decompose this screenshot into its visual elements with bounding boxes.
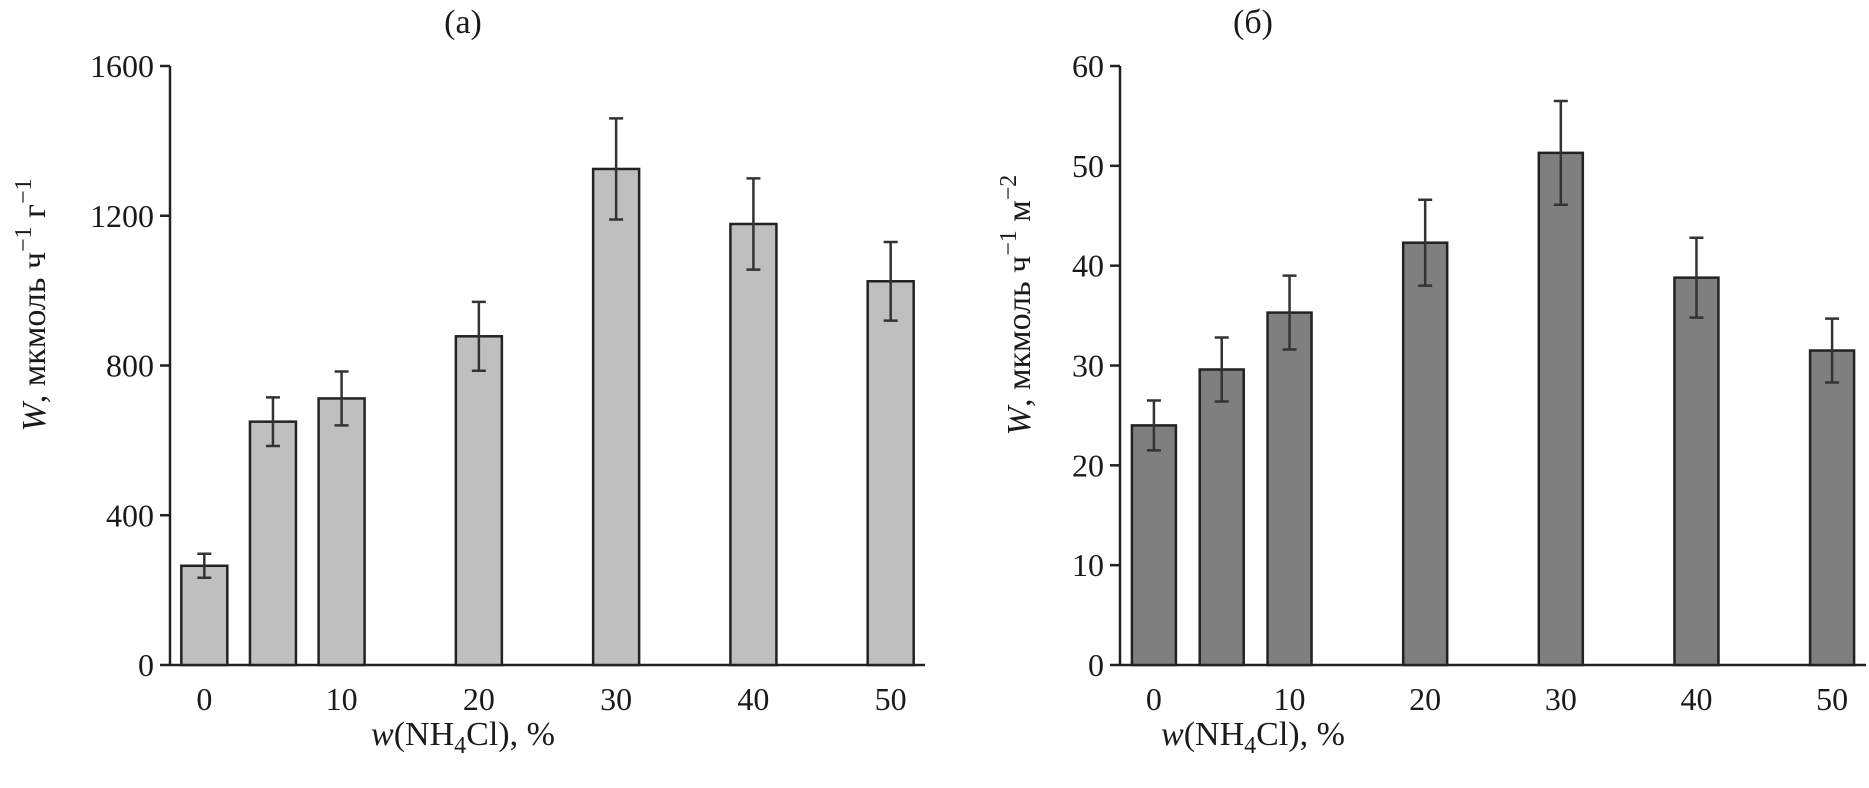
- y-tick-label: 20: [1072, 447, 1104, 483]
- bar: [180, 564, 229, 667]
- y-axis-label: W, мкмоль ч−1 г−1: [11, 178, 53, 431]
- x-tick-label: 20: [1409, 681, 1441, 717]
- y-tick-label: 800: [106, 348, 154, 384]
- x-tick-label: 40: [737, 681, 769, 717]
- x-tick-label: 0: [1146, 681, 1162, 717]
- bar: [1537, 151, 1585, 667]
- y-tick-label: 400: [106, 497, 154, 533]
- error-bar: [1825, 317, 1840, 384]
- error-bar: [471, 300, 486, 372]
- error-bar: [1214, 336, 1229, 403]
- plot-area: 0 10 20 30 40 50 60 0 10 20 30 40 50: [1072, 48, 1866, 717]
- error-bar: [1282, 274, 1297, 351]
- bar: [1808, 349, 1856, 667]
- error-bar: [1418, 198, 1433, 287]
- error-bar: [265, 396, 280, 448]
- chart-panel-a: (a) 0 400 800 1200 1600 0 10 20 30 40 50 w(NH4Cl),…: [11, 4, 925, 759]
- x-tick-label: 0: [196, 681, 212, 717]
- y-axis-label: W, мкмоль ч−1 м−2: [996, 175, 1038, 436]
- plot-area: 0 400 800 1200 1600 0 10 20 30 40 50: [90, 48, 925, 717]
- x-tick-label: 10: [326, 681, 358, 717]
- y-tick-label: 1200: [90, 198, 154, 234]
- y-tick-label: 40: [1072, 248, 1104, 284]
- y-tick-label: 50: [1072, 148, 1104, 184]
- chart-title: (a): [444, 4, 482, 41]
- error-bar: [1146, 399, 1161, 452]
- bar: [1198, 368, 1245, 667]
- bar: [1266, 311, 1313, 667]
- y-tick-label: 30: [1072, 348, 1104, 384]
- y-tick-label: 0: [138, 647, 154, 683]
- chart-panel-b: (б) 0 10 20 30 40 50 60 0 10 20 30 40 50 w(NH4Cl), %…: [996, 4, 1866, 759]
- x-tick-label: 10: [1274, 681, 1306, 717]
- x-axis-label: w(NH4Cl), %: [1161, 716, 1345, 759]
- error-bar: [883, 240, 898, 322]
- error-bar: [746, 177, 761, 271]
- y-tick-label: 1600: [90, 48, 154, 84]
- bar: [729, 222, 778, 667]
- x-tick-label: 40: [1680, 681, 1712, 717]
- error-bar: [1553, 99, 1568, 207]
- bar: [248, 420, 298, 667]
- bar: [317, 397, 366, 667]
- bar: [1673, 276, 1720, 667]
- error-bar: [197, 552, 212, 580]
- error-bar: [609, 117, 624, 221]
- bar: [591, 167, 641, 667]
- error-bar: [1689, 236, 1704, 319]
- error-bar: [334, 370, 349, 427]
- x-tick-label: 50: [875, 681, 907, 717]
- y-tick-label: 60: [1072, 48, 1104, 84]
- x-axis-label: w(NH4Cl), %: [371, 716, 555, 759]
- y-tick-label: 10: [1072, 547, 1104, 583]
- x-tick-label: 30: [600, 681, 632, 717]
- chart-title: (б): [1233, 4, 1273, 41]
- y-tick-label: 0: [1088, 647, 1104, 683]
- bar: [866, 280, 915, 667]
- bar: [1130, 424, 1178, 667]
- x-tick-label: 30: [1545, 681, 1577, 717]
- x-tick-label: 20: [463, 681, 495, 717]
- x-tick-label: 50: [1816, 681, 1848, 717]
- bar: [1401, 241, 1449, 667]
- bar: [454, 335, 504, 667]
